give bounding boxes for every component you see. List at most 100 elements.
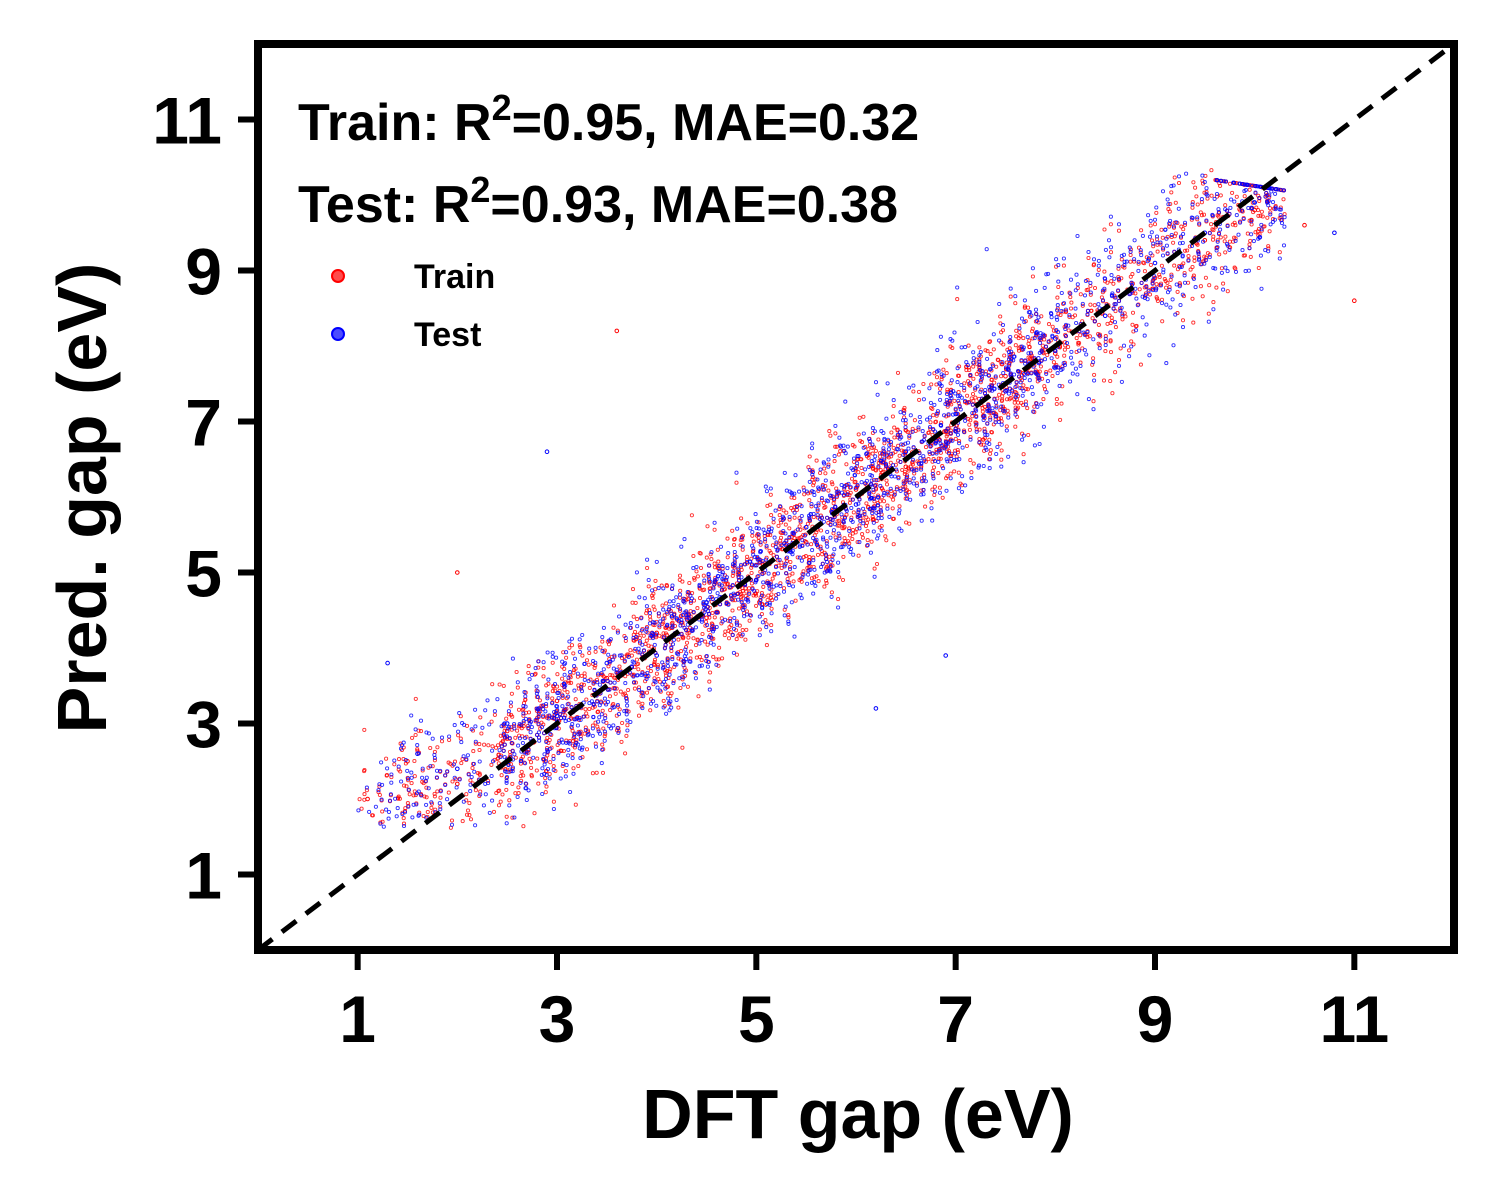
point — [617, 614, 622, 619]
point — [1267, 193, 1272, 198]
point — [495, 756, 500, 761]
point — [785, 555, 790, 560]
point — [505, 726, 510, 731]
point — [528, 730, 533, 735]
point — [1154, 205, 1159, 210]
point — [702, 587, 707, 592]
point — [1074, 336, 1079, 341]
point — [836, 569, 841, 575]
point — [513, 755, 518, 760]
point — [1045, 379, 1050, 384]
point — [1352, 298, 1357, 304]
point — [384, 756, 389, 761]
point — [968, 434, 973, 440]
point — [1000, 362, 1005, 367]
point — [775, 558, 780, 563]
point — [824, 539, 829, 544]
point — [648, 708, 653, 713]
point — [736, 597, 741, 602]
point — [534, 768, 539, 773]
point — [409, 781, 414, 786]
point — [720, 572, 725, 577]
point — [1109, 294, 1115, 299]
point — [1119, 379, 1124, 384]
point — [569, 643, 575, 648]
point — [1201, 239, 1206, 244]
point — [560, 763, 565, 769]
point — [1236, 232, 1241, 237]
point — [876, 437, 881, 442]
point — [1086, 255, 1091, 261]
point — [704, 615, 709, 621]
point — [562, 666, 567, 671]
point — [658, 619, 663, 624]
point — [1168, 305, 1173, 310]
y-tick-label: 5 — [185, 537, 222, 611]
point — [988, 415, 993, 420]
point — [648, 701, 654, 706]
point — [401, 821, 407, 826]
point — [1042, 357, 1048, 362]
point — [809, 446, 815, 451]
point — [664, 669, 670, 674]
point — [977, 345, 982, 350]
point — [1242, 194, 1247, 199]
point — [1282, 224, 1287, 229]
point — [607, 694, 613, 699]
point — [468, 789, 473, 794]
point — [682, 537, 687, 542]
point — [1123, 314, 1128, 319]
point — [1068, 277, 1074, 282]
point — [412, 774, 417, 779]
point — [1116, 363, 1122, 368]
point — [507, 798, 512, 803]
point — [902, 405, 907, 410]
point — [686, 635, 691, 640]
point — [822, 584, 827, 589]
point — [478, 715, 483, 720]
point — [1174, 220, 1179, 225]
point — [536, 781, 541, 786]
point — [545, 650, 550, 655]
point — [899, 528, 904, 533]
point — [710, 610, 715, 616]
point — [871, 477, 876, 482]
legend-marker-test — [331, 327, 345, 341]
point — [965, 393, 970, 398]
point — [1266, 244, 1271, 249]
point — [515, 685, 520, 690]
point — [730, 633, 735, 638]
point — [779, 543, 784, 548]
point — [802, 492, 807, 497]
point — [569, 636, 575, 641]
point — [572, 656, 578, 661]
point — [959, 345, 964, 350]
point — [469, 774, 474, 780]
point — [510, 815, 515, 820]
point — [424, 815, 429, 820]
point — [723, 617, 728, 622]
point — [766, 571, 771, 576]
point — [1245, 231, 1250, 236]
point — [734, 637, 739, 642]
point — [1168, 201, 1173, 207]
point — [740, 547, 745, 552]
point — [731, 542, 737, 548]
point — [988, 451, 993, 456]
point — [1154, 282, 1159, 287]
point — [985, 408, 990, 414]
point — [409, 775, 414, 780]
point — [1109, 315, 1114, 320]
point — [381, 824, 386, 829]
point — [1132, 238, 1137, 243]
point — [1106, 238, 1112, 243]
point — [810, 477, 815, 482]
point — [875, 392, 880, 397]
point — [1253, 230, 1258, 235]
point — [569, 724, 574, 729]
point — [930, 451, 935, 456]
point — [878, 483, 883, 488]
point — [449, 822, 455, 827]
